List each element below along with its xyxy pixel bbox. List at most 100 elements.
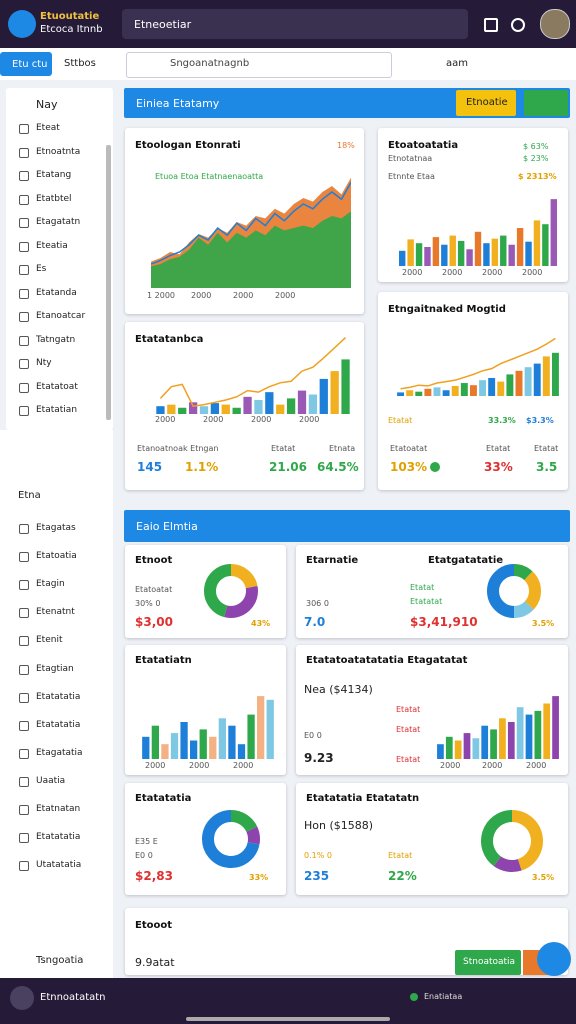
card-title: Etoologan Etonrati bbox=[135, 140, 241, 151]
nav-item[interactable]: Etagtian bbox=[36, 663, 74, 674]
nav-icon bbox=[19, 776, 29, 787]
toolbar-search[interactable] bbox=[126, 52, 392, 78]
nav-item[interactable]: Etatang bbox=[36, 170, 72, 180]
legend: 18% bbox=[337, 141, 355, 150]
bar bbox=[319, 378, 328, 414]
card-title: Etatatiatn bbox=[135, 655, 192, 666]
nav-item[interactable]: Nty bbox=[36, 358, 52, 368]
card-button[interactable] bbox=[455, 950, 521, 975]
logo[interactable] bbox=[8, 10, 36, 38]
scrollbar[interactable] bbox=[106, 145, 111, 420]
nav-item[interactable]: Utatatatia bbox=[36, 860, 82, 871]
bar bbox=[490, 729, 497, 759]
stat: 235 bbox=[304, 869, 330, 883]
nav-item[interactable]: Etatatatia bbox=[36, 832, 81, 843]
bar bbox=[151, 725, 159, 759]
select[interactable]: aam bbox=[446, 58, 468, 69]
nav-item[interactable]: Etenit bbox=[36, 635, 63, 646]
status-dot bbox=[410, 993, 418, 1001]
nav-item[interactable]: Etagatatia bbox=[36, 747, 83, 758]
card: Etatatoatatatatia Etagatatat Nea ($4134)… bbox=[296, 645, 568, 775]
nav-item[interactable]: Etatbtel bbox=[36, 193, 72, 204]
stat: 21.06 bbox=[269, 460, 307, 474]
x-label: 2000 bbox=[522, 268, 543, 277]
card-title: Etngaitnaked Mogtid bbox=[388, 304, 506, 315]
nav-item[interactable]: Etagin bbox=[36, 579, 65, 590]
bar bbox=[167, 404, 176, 414]
nav-item[interactable]: Etatatatia bbox=[36, 691, 81, 702]
nav-icon bbox=[19, 359, 29, 369]
bar bbox=[550, 199, 557, 266]
nav-item[interactable]: Uaatia bbox=[36, 775, 66, 786]
section-title: Eaio Elmtia bbox=[136, 520, 198, 533]
nav-icon bbox=[19, 312, 29, 322]
tool-button-text: Etu ctu bbox=[12, 59, 48, 70]
nav-icon bbox=[19, 720, 29, 731]
tab[interactable]: Sttbos bbox=[64, 58, 96, 69]
stat: 3.5% bbox=[532, 873, 555, 882]
sidebar-panel bbox=[6, 88, 113, 430]
bar bbox=[506, 374, 514, 396]
nav-icon bbox=[19, 265, 29, 275]
bar bbox=[254, 399, 263, 414]
nav-item[interactable]: Etnoatnta bbox=[36, 146, 81, 157]
bar bbox=[221, 404, 230, 414]
nav-item[interactable]: Etatatatia bbox=[36, 719, 81, 730]
nav-item[interactable]: Etagatatn bbox=[36, 217, 81, 227]
x-label: 2000 bbox=[482, 761, 503, 770]
bar-chart bbox=[399, 199, 557, 266]
card: Etatatatia Etatatatn Hon ($1588) 0.1% 0 … bbox=[296, 783, 568, 895]
bar bbox=[516, 228, 524, 266]
nav-item[interactable]: Tatngatn bbox=[36, 334, 76, 345]
nav-item[interactable]: Etagatas bbox=[36, 523, 76, 533]
nav-item[interactable]: Es bbox=[36, 264, 47, 274]
card: Etnoot Etatoatat 30% 0 $3,00 43% bbox=[125, 545, 286, 638]
nav-item[interactable]: Etatatian bbox=[36, 405, 78, 415]
stat: 33% bbox=[484, 460, 513, 474]
fab[interactable] bbox=[537, 942, 571, 976]
donut-chart bbox=[481, 810, 543, 872]
nav-item[interactable]: Etanoatcar bbox=[36, 311, 86, 321]
nav-item[interactable]: Etatnatan bbox=[36, 804, 81, 814]
nav-icon bbox=[19, 524, 29, 534]
stat: 103% bbox=[390, 460, 428, 474]
nav-icon bbox=[19, 748, 29, 759]
x-label: 2000 bbox=[275, 291, 296, 300]
bar bbox=[424, 247, 431, 266]
line bbox=[400, 337, 556, 390]
banner-button[interactable] bbox=[456, 90, 516, 116]
bar bbox=[178, 407, 187, 414]
nav-item[interactable]: Etenatnt bbox=[36, 607, 75, 618]
donut-slice bbox=[230, 564, 258, 589]
x-label: 2000 bbox=[402, 268, 423, 277]
icon[interactable] bbox=[511, 18, 525, 32]
tool-button[interactable] bbox=[0, 52, 52, 76]
donut-slice bbox=[224, 585, 258, 618]
bar bbox=[525, 241, 532, 266]
card-line: Etatoatat bbox=[135, 585, 173, 594]
sidebar-footer[interactable]: Tsngoatia bbox=[36, 955, 84, 966]
nav-icon bbox=[19, 124, 29, 134]
nav-item[interactable]: Etatatoat bbox=[36, 381, 78, 392]
icon[interactable] bbox=[484, 18, 498, 32]
status-icon[interactable] bbox=[10, 986, 34, 1010]
bar bbox=[399, 250, 406, 266]
bar bbox=[257, 696, 265, 759]
nav-item[interactable]: Eteat bbox=[36, 123, 60, 133]
stat-label: Etatat bbox=[534, 444, 559, 453]
nav-item[interactable]: Eteatia bbox=[36, 240, 68, 251]
bar bbox=[276, 404, 285, 414]
stat-label: Etatat bbox=[271, 444, 296, 453]
banner-icon-button[interactable] bbox=[524, 90, 568, 116]
card-line: Nea ($4134) bbox=[304, 683, 373, 696]
nav-item[interactable]: Etatanda bbox=[36, 287, 77, 298]
bar bbox=[516, 707, 524, 759]
combo-chart bbox=[156, 337, 350, 414]
card-line: Etnnte Etaa bbox=[388, 172, 435, 181]
nav-item[interactable]: Etatoatia bbox=[36, 551, 77, 562]
search-box[interactable] bbox=[122, 9, 468, 39]
bar bbox=[180, 722, 188, 759]
avatar[interactable] bbox=[540, 9, 570, 39]
nav-icon bbox=[19, 580, 29, 591]
